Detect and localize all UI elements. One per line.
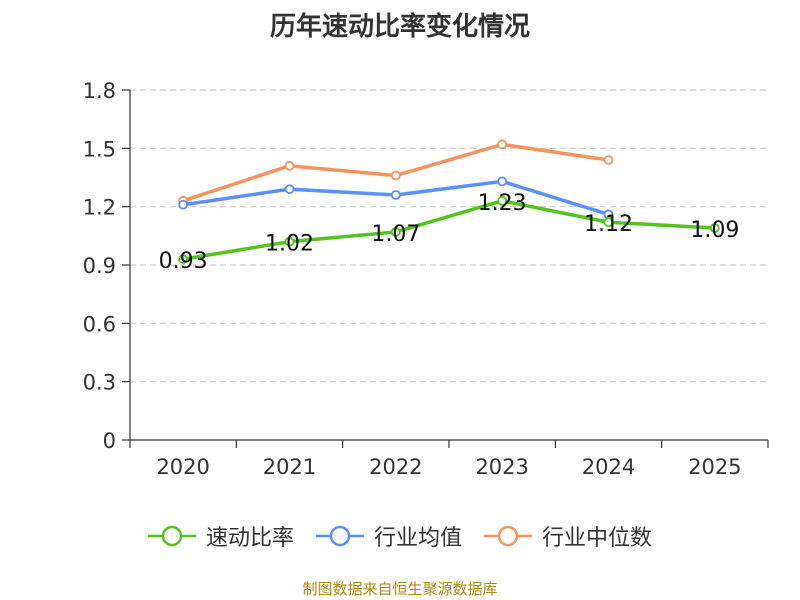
point-1-2023 <box>497 176 508 187</box>
legend-label-1: 行业均值 <box>373 526 462 551</box>
y-tick-label-0: 0 <box>103 429 116 453</box>
series-lines <box>178 139 720 265</box>
y-tick-label-3: 0.9 <box>83 254 116 278</box>
point-0-2025 <box>709 223 720 233</box>
legend-label-2: 行业中位数 <box>542 526 653 551</box>
x-tick-label-2025: 2025 <box>688 455 741 479</box>
x-tick-label-2024: 2024 <box>582 455 635 479</box>
point-0-2021 <box>284 236 295 247</box>
x-tick-label-2022: 2022 <box>369 455 422 479</box>
y-tick-label-5: 1.5 <box>83 137 116 161</box>
gridlines <box>130 89 768 383</box>
point-0-2024 <box>603 217 614 228</box>
point-0-2022 <box>390 227 401 237</box>
chart-title: 历年速动比率变化情况 <box>269 12 530 42</box>
point-1-2021 <box>284 184 295 195</box>
legend-swatch-1 <box>315 525 364 547</box>
legend-swatch-2 <box>484 525 532 547</box>
x-tick-label-2021: 2021 <box>263 455 316 479</box>
data-label-2021: 1.02 <box>265 232 314 257</box>
point-1-2020 <box>178 199 189 210</box>
legend-label-0: 速动比率 <box>205 526 294 551</box>
data-label-2025: 1.09 <box>690 218 739 243</box>
legend-item-2[interactable]: 行业中位数 <box>484 520 652 552</box>
data-label-2022: 1.07 <box>371 222 420 247</box>
y-tick-label-4: 1.2 <box>83 196 116 220</box>
axes: 0 0.3 0.6 0.9 1.2 1.5 1.8 2020 2021 2022 2023 2024 2… <box>83 79 769 479</box>
data-label-2023: 1.23 <box>478 191 527 216</box>
y-tick-label-1: 0.3 <box>83 371 116 395</box>
x-tick-label-2020: 2020 <box>156 455 209 479</box>
legend: 速动比率 行业均值 行业中位数 <box>0 518 800 554</box>
x-tick-label-2023: 2023 <box>475 455 528 479</box>
legend-item-0[interactable]: 速动比率 <box>147 520 294 552</box>
legend-item-1[interactable]: 行业均值 <box>315 520 462 552</box>
data-labels: 0.93 1.02 1.07 1.23 1.12 1.09 <box>159 191 740 274</box>
data-label-2020: 0.93 <box>159 249 208 274</box>
data-label-2024: 1.12 <box>584 212 633 237</box>
y-tick-label-6: 1.8 <box>83 79 116 103</box>
point-2-2023 <box>497 139 508 150</box>
point-0-2023 <box>497 195 508 206</box>
source-note: 制图数据来自恒生聚源数据库 <box>302 580 498 598</box>
series-line-0 <box>182 199 715 261</box>
point-2-2022 <box>390 170 401 181</box>
y-tick-label-2: 0.6 <box>83 312 116 336</box>
point-1-2022 <box>390 190 401 200</box>
legend-swatch-0 <box>147 525 196 547</box>
point-0-2020 <box>178 254 189 265</box>
point-2-2024 <box>603 155 614 165</box>
point-2-2021 <box>284 160 295 171</box>
